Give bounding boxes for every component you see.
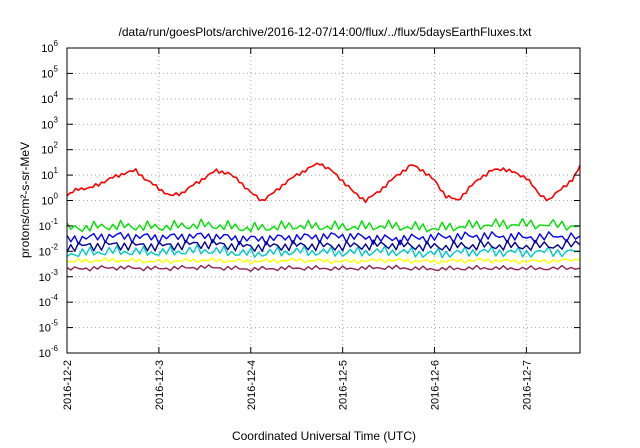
y-tick-label: 10-3 xyxy=(39,268,59,284)
x-ticks: 2016-12-2 2016-12-3 2016-12-4 2016-12-5 2016… xyxy=(62,48,533,410)
y-tick-label: 102 xyxy=(41,141,58,157)
y-tick-label: 10-2 xyxy=(39,242,59,258)
series-line-3 xyxy=(66,244,581,259)
x-tick-label: 2016-12-4 xyxy=(246,360,258,410)
series-line-1 xyxy=(66,217,581,233)
grid-lines xyxy=(67,48,580,353)
y-axis-label: protons/cm²-s-sr-MeV xyxy=(18,142,32,258)
x-tick-label: 2016-12-5 xyxy=(338,360,350,410)
x-tick-label: 2016-12-7 xyxy=(521,360,533,410)
y-tick-label: 100 xyxy=(41,192,58,208)
x-tick-label: 2016-12-3 xyxy=(154,360,166,410)
series-group xyxy=(66,162,581,272)
x-axis-label: Coordinated Universal Time (UTC) xyxy=(232,429,416,443)
y-tick-label: 105 xyxy=(41,64,58,80)
y-tick-label: 10-5 xyxy=(39,319,59,335)
y-tick-label: 101 xyxy=(41,166,58,182)
y-tick-label: 103 xyxy=(41,115,58,131)
series-line-4 xyxy=(66,239,581,253)
y-tick-label: 10-1 xyxy=(39,217,59,233)
series-line-6 xyxy=(66,264,581,272)
y-tick-label: 106 xyxy=(41,39,58,55)
y-tick-label: 104 xyxy=(41,90,58,106)
x-tick-label: 2016-12-2 xyxy=(62,360,74,410)
y-ticks: 10-6 10-5 10-4 10-3 10-2 10-1 100 101 102 103 104 1… xyxy=(39,39,580,360)
y-tick-label: 10-4 xyxy=(39,293,59,309)
chart-title: /data/run/goesPlots/archive/2016-12-07/1… xyxy=(119,25,533,39)
series-line-5 xyxy=(66,257,581,265)
x-tick-label: 2016-12-6 xyxy=(430,360,442,410)
y-tick-label: 10-6 xyxy=(39,344,59,360)
series-line-2 xyxy=(66,231,581,246)
series-line-0 xyxy=(66,162,581,204)
